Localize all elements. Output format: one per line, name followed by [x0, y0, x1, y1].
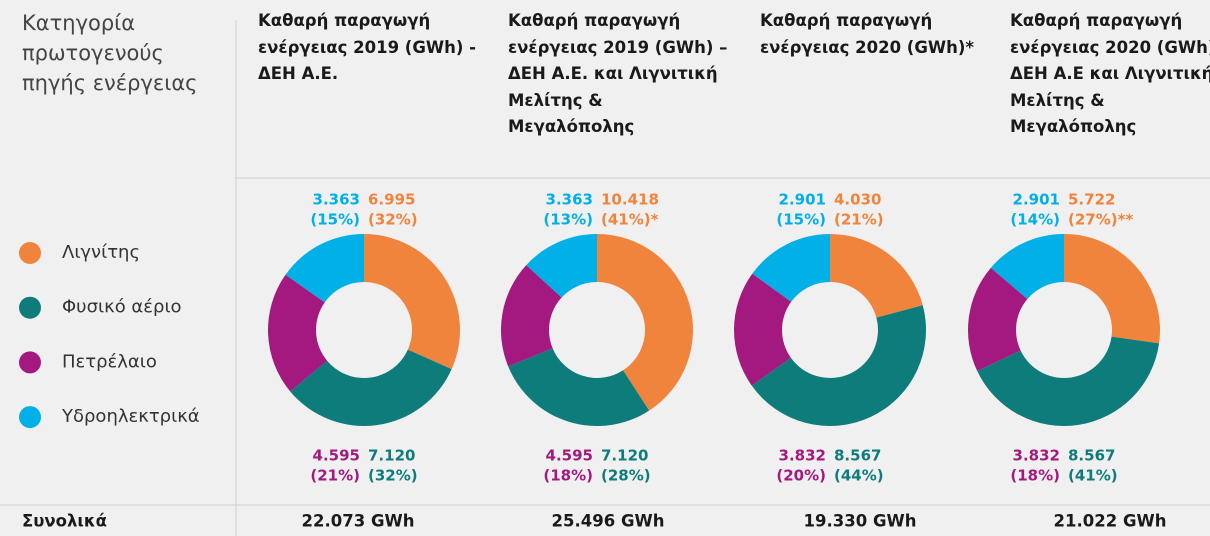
value-label: 3.363 [546, 191, 593, 209]
donut-slice [734, 273, 792, 386]
value-label: 8.567 [1068, 447, 1115, 465]
value-label: 4.595 [546, 447, 593, 465]
percent-label: (21%) [834, 211, 884, 229]
percent-label: (44%) [834, 467, 884, 485]
donut-slice [364, 234, 460, 370]
legend-swatch [19, 296, 41, 319]
percent-label: (15%) [776, 211, 826, 229]
donut-slice [267, 274, 328, 392]
donut-slice [977, 336, 1160, 427]
legend-label: Πετρέλαιο [62, 351, 157, 372]
legend-title: Κατηγορία πρωτογενούς πηγής ενέργειας [22, 11, 198, 95]
percent-label: (32%) [368, 211, 418, 229]
donut-slice [751, 305, 926, 427]
chart-title: Καθαρή παραγωγή ενέργειας 2020 (GWh)* [760, 11, 975, 57]
total-value: 22.073 GWh [302, 512, 415, 531]
donut-slice [752, 234, 830, 302]
donut-slice [508, 348, 650, 426]
donut-slice [990, 234, 1064, 299]
value-label: 10.418 [601, 191, 659, 209]
percent-label: (20%) [776, 467, 826, 485]
total-value: 25.496 GWh [552, 512, 665, 531]
chart-title: Καθαρή παραγωγή ενέργειας 2019 (GWh) – Δ… [508, 11, 728, 136]
percent-label: (13%) [543, 211, 593, 229]
donut-slice [1064, 234, 1160, 344]
value-label: 6.995 [368, 191, 415, 209]
value-label: 3.363 [313, 191, 360, 209]
donut-slice [597, 234, 693, 411]
donut-slice [526, 234, 597, 298]
value-label: 8.567 [834, 447, 881, 465]
donut-slice [285, 234, 364, 303]
value-label: 5.722 [1068, 191, 1115, 209]
value-label: 2.901 [1013, 191, 1060, 209]
donut-slice [967, 267, 1028, 372]
legend-swatch [19, 406, 41, 429]
value-label: 3.832 [779, 447, 826, 465]
total-value: 19.330 GWh [804, 512, 917, 531]
percent-label: (14%) [1010, 211, 1060, 229]
percent-label: (15%) [310, 211, 360, 229]
value-label: 4.595 [313, 447, 360, 465]
percent-label: (41%) [1068, 467, 1118, 485]
percent-label: (18%) [1010, 467, 1060, 485]
legend-label: Υδροηλεκτρικά [61, 406, 200, 427]
donut-slice [501, 265, 562, 367]
value-label: 3.832 [1013, 447, 1060, 465]
legend-label: Φυσικό αέριο [62, 297, 182, 318]
value-label: 2.901 [779, 191, 826, 209]
donut-slice [290, 349, 452, 426]
legend-swatch [19, 351, 41, 374]
legend-label: Λιγνίτης [62, 242, 140, 263]
chart-title: Καθαρή παραγωγή ενέργειας 2019 (GWh) - Δ… [258, 11, 476, 83]
percent-label: (27%)** [1068, 211, 1133, 229]
value-label: 7.120 [368, 447, 415, 465]
chart-title: Καθαρή παραγωγή ενέργειας 2020 (GWh)-ΔΕΗ… [1010, 11, 1210, 136]
percent-label: (28%) [601, 467, 651, 485]
percent-label: (32%) [368, 467, 418, 485]
total-label: Συνολικά [22, 512, 107, 531]
donut-slice [830, 234, 923, 318]
percent-label: (21%) [310, 467, 360, 485]
total-value: 21.022 GWh [1054, 512, 1167, 531]
percent-label: (18%) [543, 467, 593, 485]
percent-label: (41%)* [601, 211, 659, 229]
legend-swatch [19, 242, 41, 264]
value-label: 7.120 [601, 447, 648, 465]
value-label: 4.030 [834, 191, 881, 209]
